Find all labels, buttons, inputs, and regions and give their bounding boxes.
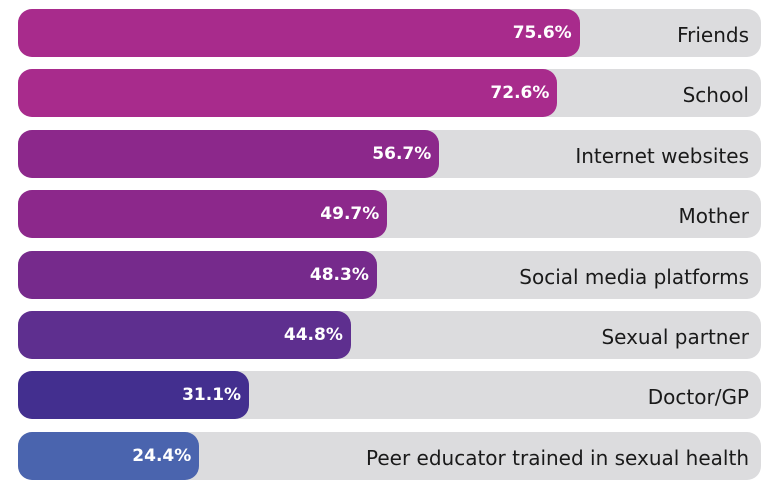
category-label: Peer educator trained in sexual health (366, 445, 749, 470)
bar-row: Friends 75.6% (18, 9, 761, 57)
bar-row: Sexual partner 44.8% (18, 311, 761, 359)
data-label: 48.3% (309, 264, 369, 285)
data-label: 75.6% (512, 23, 572, 43)
data-label: 31.1% (182, 385, 242, 406)
bar-row: Internet websites 56.7% (18, 129, 761, 178)
category-label: Social media platforms (519, 264, 749, 289)
bar: 31.1% (18, 371, 250, 420)
category-label: Mother (678, 204, 749, 229)
category-label: Friends (677, 23, 749, 47)
bar: 75.6% (18, 9, 580, 57)
bar-row: Doctor/GP 31.1% (18, 371, 761, 420)
bar-row: School 72.6% (18, 69, 761, 118)
bar: 48.3% (18, 250, 377, 299)
category-label: Sexual partner (601, 325, 749, 349)
data-label: 72.6% (490, 83, 550, 104)
category-label: School (682, 83, 749, 108)
bar: 24.4% (18, 431, 200, 480)
bar: 44.8% (18, 311, 351, 359)
bar-row: Peer educator trained in sexual health 24… (18, 431, 761, 480)
bar-row: Social media platforms 48.3% (18, 250, 761, 299)
data-label: 24.4% (132, 445, 192, 466)
data-label: 49.7% (320, 204, 380, 225)
bar-row: Mother 49.7% (18, 190, 761, 239)
bar: 72.6% (18, 69, 558, 118)
bar: 56.7% (18, 129, 440, 178)
bar: 49.7% (18, 190, 388, 239)
category-label: Internet websites (575, 143, 749, 168)
data-label: 44.8% (283, 325, 343, 345)
category-label: Doctor/GP (647, 385, 749, 410)
data-label: 56.7% (372, 143, 432, 164)
